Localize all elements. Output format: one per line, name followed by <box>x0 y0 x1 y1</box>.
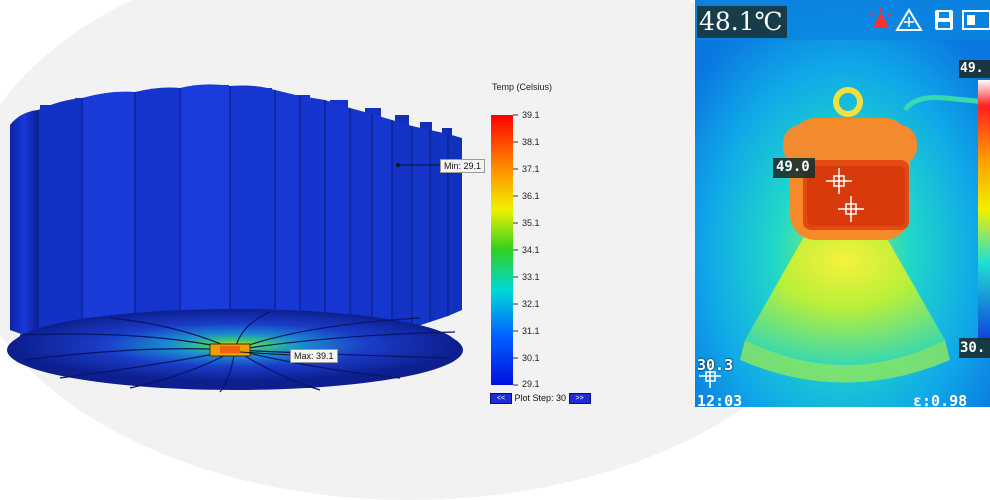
double-chevron-left-icon[interactable]: << <box>490 393 512 405</box>
save-icon <box>935 10 953 30</box>
min-callout[interactable]: Min: 29.1 <box>440 159 486 173</box>
thermal-camera-view: 48.1℃ 49.0 49. 30. 30.3 12:03 ε:0.98 <box>695 0 990 407</box>
cold-spot-value: 30.3 <box>697 356 734 374</box>
simulation-view[interactable]: Temp (Celsius) 39.1 38.1 37.1 36.1 35.1 … <box>0 0 690 407</box>
max-value: 49. <box>960 61 984 76</box>
double-chevron-right-icon[interactable]: >> <box>568 393 591 405</box>
max-callout[interactable]: Max: 39.1 <box>290 349 338 363</box>
tick-label: 38.1 <box>522 137 540 147</box>
heatsink-model <box>7 84 518 393</box>
fins-front <box>10 84 462 363</box>
tick-label: 29.1 <box>522 379 540 389</box>
battery-icon <box>962 10 990 30</box>
hot-core <box>220 346 240 353</box>
thermal-scale-bar <box>978 80 990 340</box>
tick-label: 35.1 <box>522 218 540 228</box>
tick-label: 31.1 <box>522 326 540 336</box>
min-value: 30. <box>960 340 986 356</box>
color-scale-ticks <box>513 114 518 386</box>
emissivity: ε:0.98 <box>913 392 968 407</box>
center-temperature: 48.1℃ <box>699 7 783 36</box>
hot-spot-value: 49.0 <box>776 159 810 175</box>
plot-step-label: Plot Step: 30 <box>514 393 567 403</box>
color-scale-bar <box>491 115 513 385</box>
crosshair-icon <box>699 168 864 388</box>
tick-label: 34.1 <box>522 245 540 255</box>
clock-time: 12:03 <box>697 392 743 407</box>
snowflake-icon <box>895 8 923 31</box>
tick-label: 36.1 <box>522 191 540 201</box>
thermal-image <box>695 0 990 407</box>
tick-label: 32.1 <box>522 299 540 309</box>
plot-step-control: << Plot Step: 30 >> <box>490 393 591 405</box>
tick-label: 37.1 <box>522 164 540 174</box>
tick-label: 33.1 <box>522 272 540 282</box>
tick-label: 39.1 <box>522 110 540 120</box>
alarm-icon <box>870 8 892 28</box>
tick-label: 30.1 <box>522 353 540 363</box>
legend-title: Temp (Celsius) <box>492 82 553 92</box>
